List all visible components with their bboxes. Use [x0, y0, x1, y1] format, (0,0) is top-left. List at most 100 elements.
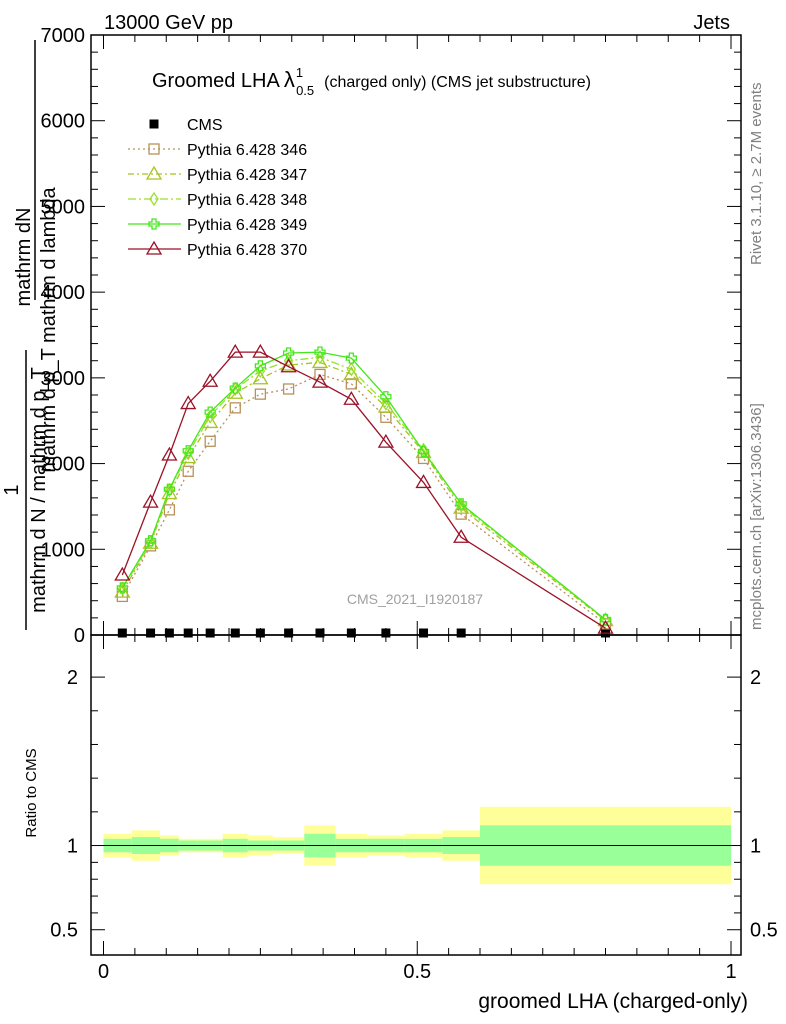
title-lambda: λ [284, 67, 295, 92]
data-point [182, 445, 194, 457]
data-point [183, 446, 193, 461]
data-point [280, 356, 297, 371]
ratio-frame [90, 634, 742, 956]
xlabel: groomed LHA (charged-only) [478, 990, 748, 1013]
legend-marker-1 [148, 143, 160, 155]
series-4 [116, 346, 612, 626]
data-point [381, 628, 391, 638]
data-point [161, 485, 178, 500]
data-point [164, 628, 174, 638]
ratio-y-tick-label: 2 [67, 667, 78, 689]
ylabel-line-1: mathrm dN [13, 208, 35, 307]
data-point [282, 347, 295, 359]
legend: CMS Pythia 6.428 346 Pythia 6.428 347 Pythi… [128, 117, 307, 259]
data-point [415, 474, 432, 489]
legend-label-4: Pythia 6.428 349 [187, 217, 307, 234]
data-point [117, 581, 128, 596]
series-line-2 [121, 361, 606, 621]
header-left: 13000 GeV pp [104, 12, 233, 34]
data-point [346, 628, 356, 638]
x-tick-label: 0.5 [403, 961, 431, 983]
data-point [280, 358, 297, 373]
y-tick-label: 0 [74, 625, 85, 647]
ratio-y-tick-label-right: 1 [750, 836, 761, 858]
series-5 [114, 343, 614, 634]
data-point [164, 482, 175, 498]
data-point [163, 504, 176, 516]
title-rest: (charged only) (CMS jet substructure) [324, 74, 591, 91]
header-right: Jets [693, 12, 730, 34]
legend-marker-2 [145, 165, 163, 180]
series-0 [117, 628, 610, 638]
side-label-rivet: Rivet 3.1.10, ≥ 2.7M events [748, 83, 765, 266]
data-point [163, 483, 176, 495]
data-point [377, 398, 395, 413]
y-tick-label: 1000 [41, 539, 86, 561]
ratio-ylabel: Ratio to CMS [23, 748, 40, 837]
data-point [311, 354, 329, 369]
data-point [455, 498, 467, 510]
data-point [204, 406, 216, 418]
data-point [161, 446, 178, 461]
data-point [230, 628, 240, 638]
y-tick-label: 2000 [41, 454, 86, 476]
ylabel-line-3: 1 [1, 484, 23, 495]
legend-label-1: Pythia 6.428 346 [187, 142, 307, 159]
data-point [377, 433, 395, 448]
data-point [183, 628, 193, 638]
data-point [456, 498, 466, 513]
series-line-5 [121, 351, 606, 629]
data-point [346, 362, 357, 377]
data-point [252, 343, 269, 358]
data-point [343, 366, 360, 381]
ratio-y-tick-label: 0.5 [50, 920, 78, 942]
x-tick-label: 1 [725, 961, 736, 983]
ratio-axis-ticks: 0.5 0.5 1 1 2 2 [50, 667, 778, 942]
side-label-mcplots: mcplots.cern.ch [arXiv:1306.3436] [748, 403, 765, 630]
data-point [315, 628, 325, 638]
watermark: CMS_2021_I1920187 [347, 591, 483, 607]
legend-marker-5 [145, 240, 163, 255]
data-point [343, 390, 360, 405]
data-point [180, 395, 197, 410]
data-point [202, 372, 219, 387]
data-point [380, 391, 392, 403]
data-point [345, 352, 358, 364]
data-point [116, 582, 128, 594]
y-tick-label: 4000 [41, 282, 86, 304]
data-point [456, 628, 466, 638]
data-point [314, 368, 326, 381]
legend-label-0: CMS [187, 117, 223, 134]
data-point [146, 628, 156, 638]
data-point [204, 435, 216, 447]
data-point [144, 535, 157, 547]
data-point [417, 445, 430, 458]
x-tick-label: 0 [98, 961, 109, 983]
legend-marker-4 [148, 218, 160, 230]
data-point [142, 493, 159, 508]
series-line-1 [121, 373, 606, 625]
data-point [227, 343, 244, 358]
legend-marker-0 [149, 119, 159, 129]
legend-marker-3 [149, 191, 159, 207]
data-point [284, 628, 294, 638]
data-point [182, 465, 194, 477]
main-axis-ticks: 0 1000 2000 3000 4000 5000 6000 7000 0 0.5 1 [41, 25, 741, 983]
ylabel-line-4: mathrm d N / mathrm d p_T [28, 367, 50, 613]
y-tick-label: 7000 [41, 25, 86, 47]
data-point [315, 350, 325, 365]
data-point [145, 535, 156, 550]
data-point [419, 628, 429, 638]
y-tick-label: 6000 [41, 111, 86, 133]
data-point [114, 566, 131, 581]
ylabel-line-2: mathrm d p_T mathrm d lambda [38, 186, 60, 472]
data-point [453, 528, 470, 543]
title-sup: 1 [296, 65, 303, 80]
data-point [114, 583, 131, 598]
data-point [230, 381, 241, 397]
data-point [597, 619, 614, 634]
title-main: Groomed LHA [152, 70, 280, 92]
data-point [229, 382, 241, 394]
data-point [252, 370, 269, 385]
